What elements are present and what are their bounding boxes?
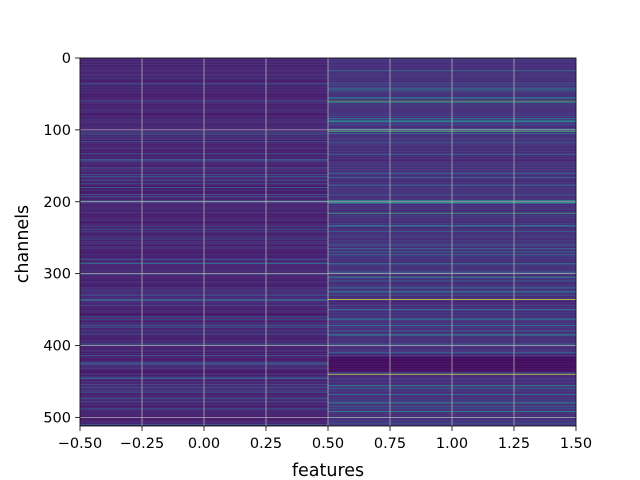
x-tick-label: −0.25: [120, 436, 164, 452]
x-tick-label: 1.50: [560, 436, 592, 452]
x-tick-label: 0.25: [250, 436, 282, 452]
y-tick-label: 100: [43, 123, 71, 139]
x-tick-label: −0.50: [58, 436, 102, 452]
y-axis-label: channels: [13, 205, 33, 283]
x-tick-label: 1.25: [498, 436, 530, 452]
y-tick-label: 0: [62, 51, 71, 67]
y-tick-label: 300: [43, 267, 71, 283]
y-tick-label: 500: [43, 410, 71, 426]
x-tick-label: 0.50: [312, 436, 344, 452]
x-axis-label: features: [292, 461, 364, 480]
y-axis: 0 100 200 300 400 500: [43, 51, 80, 426]
x-axis: −0.50 −0.25 0.00 0.25 0.50 0.75 1.00 1.25 1.50: [58, 426, 592, 452]
x-tick-label: 0.75: [374, 436, 406, 452]
y-tick-label: 200: [43, 195, 71, 211]
y-tick-label: 400: [43, 339, 71, 355]
x-tick-label: 1.00: [436, 436, 468, 452]
x-tick-label: 0.00: [188, 436, 220, 452]
